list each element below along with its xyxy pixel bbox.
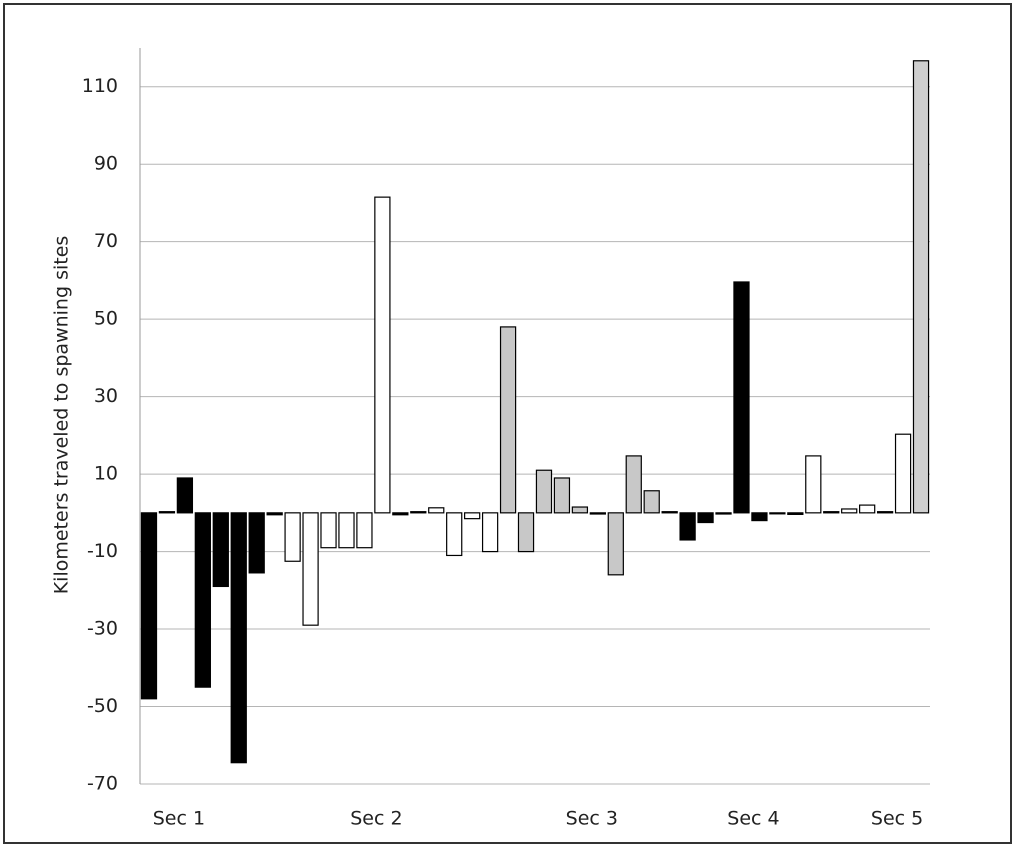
y-tick-label: 10 xyxy=(94,463,118,485)
bar xyxy=(410,511,427,514)
bar xyxy=(428,507,445,514)
bar xyxy=(661,511,678,514)
x-tick-label: Sec 1 xyxy=(153,808,205,830)
bar xyxy=(894,433,912,514)
bar xyxy=(481,512,499,553)
bar xyxy=(769,512,786,515)
y-tick-label: -10 xyxy=(87,540,118,562)
y-tick-label: 110 xyxy=(82,75,118,97)
y-tick-label: 70 xyxy=(94,230,118,252)
bar xyxy=(912,60,930,514)
bar xyxy=(805,455,822,514)
y-tick-label: -70 xyxy=(87,773,118,795)
bar xyxy=(266,512,283,516)
bar xyxy=(751,512,768,522)
bar xyxy=(194,512,211,688)
bar xyxy=(679,512,696,541)
bar xyxy=(823,511,840,514)
bar xyxy=(715,512,732,515)
bar xyxy=(374,196,391,514)
bar xyxy=(607,512,624,576)
bar xyxy=(212,512,229,588)
bar xyxy=(446,512,463,557)
bar xyxy=(787,512,804,515)
bar xyxy=(553,477,571,514)
x-tick-label: Sec 4 xyxy=(727,808,779,830)
bar xyxy=(176,477,194,514)
bar xyxy=(733,281,750,514)
bar xyxy=(499,326,517,514)
bar xyxy=(248,512,265,574)
bar xyxy=(158,511,176,514)
bar xyxy=(464,512,481,520)
bar xyxy=(841,508,858,514)
bar xyxy=(356,512,373,549)
bar xyxy=(876,511,894,514)
bar xyxy=(392,512,409,516)
bar xyxy=(302,512,319,626)
bar xyxy=(517,512,535,553)
x-tick-label: Sec 2 xyxy=(350,808,402,830)
bar xyxy=(697,512,714,524)
x-tick-label: Sec 3 xyxy=(566,808,618,830)
bar xyxy=(535,469,553,514)
bar xyxy=(284,512,301,562)
bar xyxy=(625,455,642,514)
x-tick-label: Sec 5 xyxy=(871,808,923,830)
bar xyxy=(140,512,158,700)
y-tick-label: 90 xyxy=(94,153,118,175)
bar xyxy=(643,490,660,514)
y-tick-label: -50 xyxy=(87,695,118,717)
bar xyxy=(589,512,606,515)
y-tick-label: -30 xyxy=(87,618,118,640)
bar xyxy=(320,512,337,549)
bar xyxy=(338,512,355,549)
y-axis-label: Kilometers traveled to spawning sites xyxy=(51,236,73,595)
y-tick-label: 50 xyxy=(94,308,118,330)
y-tick-label: 30 xyxy=(94,385,118,407)
bar xyxy=(571,506,589,514)
bar xyxy=(859,504,876,514)
bar xyxy=(230,512,247,764)
